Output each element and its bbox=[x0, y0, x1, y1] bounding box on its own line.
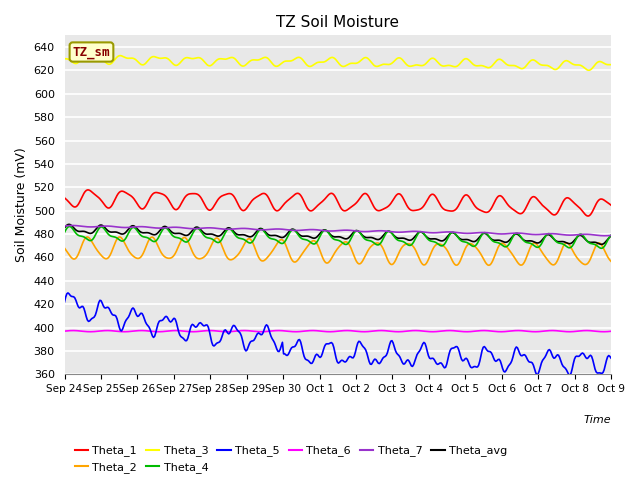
Title: TZ Soil Moisture: TZ Soil Moisture bbox=[276, 15, 399, 30]
Text: TZ_sm: TZ_sm bbox=[73, 46, 110, 59]
Y-axis label: Soil Moisture (mV): Soil Moisture (mV) bbox=[15, 147, 28, 262]
Legend: Theta_1, Theta_2, Theta_3, Theta_4, Theta_5, Theta_6, Theta_7, Theta_avg: Theta_1, Theta_2, Theta_3, Theta_4, Thet… bbox=[70, 441, 512, 477]
Text: Time: Time bbox=[584, 415, 611, 425]
